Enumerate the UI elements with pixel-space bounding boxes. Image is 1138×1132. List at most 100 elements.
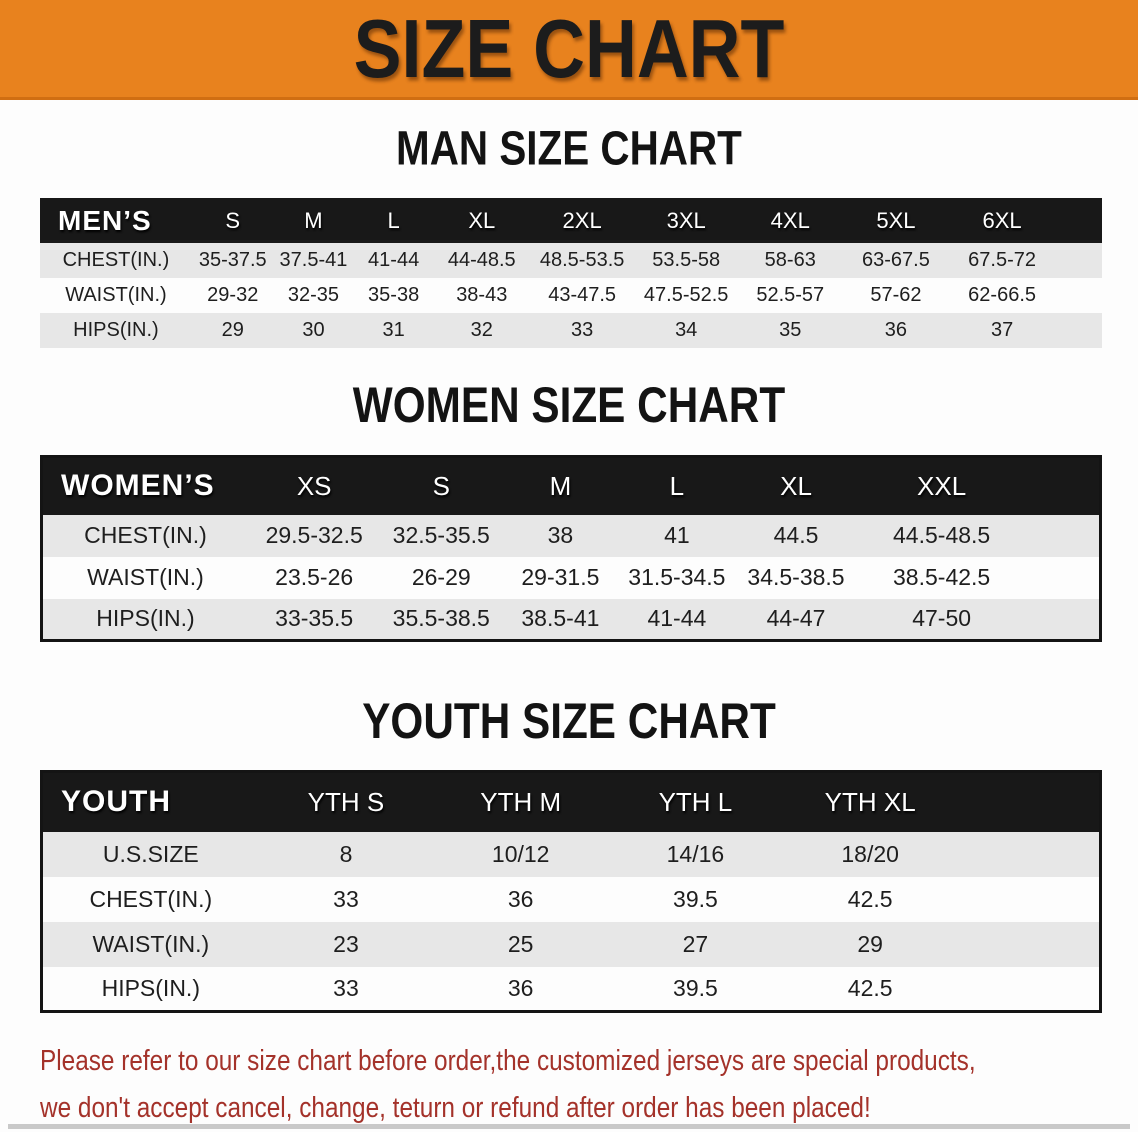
mens-size-table: MEN’S S M L XL 2XL 3XL 4XL 5XL 6XL CHEST… (40, 198, 1102, 348)
header-spacer (1055, 198, 1102, 243)
row-label: CHEST(IN.) (40, 243, 192, 278)
row-label: WAIST(IN.) (40, 278, 192, 313)
table-cell: 33 (258, 876, 434, 922)
table-cell: 38.5-41 (502, 598, 619, 641)
table-cell: 32 (433, 313, 530, 348)
table-row: WAIST(IN.) 23.5-26 26-29 29-31.5 31.5-34… (41, 556, 1101, 599)
table-cell: 29-32 (191, 278, 274, 313)
cell-spacer (1055, 243, 1102, 278)
table-header-row: YOUTH YTH S YTH M YTH L YTH XL (41, 771, 1101, 832)
column-header: 3XL (634, 198, 738, 243)
header-spacer (957, 771, 1101, 832)
table-cell: 26-29 (380, 556, 503, 599)
table-cell: 42.5 (782, 876, 958, 922)
table-row: WAIST(IN.) 29-32 32-35 35-38 38-43 43-47… (40, 278, 1102, 313)
youth-section-title: YOUTH SIZE CHART (0, 691, 1138, 750)
cell-spacer (1055, 313, 1102, 348)
column-header: 5XL (842, 198, 949, 243)
cell-spacer (957, 921, 1101, 967)
table-corner-label: MEN’S (40, 198, 192, 243)
table-cell: 29 (191, 313, 274, 348)
table-cell: 31 (353, 313, 434, 348)
header-spacer (1026, 456, 1101, 515)
table-cell: 10/12 (433, 831, 609, 877)
table-cell: 29-31.5 (502, 556, 619, 599)
table-cell: 14/16 (608, 831, 783, 877)
table-cell: 18/20 (782, 831, 958, 877)
table-cell: 8 (258, 831, 434, 877)
table-cell: 44-48.5 (433, 243, 530, 278)
row-label: HIPS(IN.) (41, 598, 248, 641)
table-cell: 35-37.5 (191, 243, 274, 278)
table-cell: 31.5-34.5 (618, 556, 736, 599)
column-header: XXL (856, 456, 1027, 515)
row-label: CHEST(IN.) (41, 876, 259, 922)
table-corner-label: WOMEN’S (41, 456, 248, 515)
table-cell: 32-35 (273, 278, 354, 313)
cell-spacer (1026, 598, 1101, 641)
row-label: WAIST(IN.) (41, 556, 248, 599)
cell-spacer (1026, 556, 1101, 599)
cell-spacer (1055, 278, 1102, 313)
table-row: CHEST(IN.) 29.5-32.5 32.5-35.5 38 41 44.… (41, 514, 1101, 557)
cell-spacer (957, 831, 1101, 877)
table-cell: 37.5-41 (273, 243, 354, 278)
table-cell: 48.5-53.5 (529, 243, 635, 278)
table-row: HIPS(IN.) 33-35.5 35.5-38.5 38.5-41 41-4… (41, 598, 1101, 641)
table-cell: 25 (433, 921, 609, 967)
table-cell: 39.5 (608, 876, 783, 922)
table-cell: 41 (618, 514, 736, 557)
table-row: CHEST(IN.) 35-37.5 37.5-41 41-44 44-48.5… (40, 243, 1102, 278)
column-header: 6XL (949, 198, 1056, 243)
table-cell: 42.5 (782, 966, 958, 1012)
table-cell: 38.5-42.5 (856, 556, 1027, 599)
row-label: HIPS(IN.) (41, 966, 259, 1012)
table-cell: 41-44 (353, 243, 434, 278)
table-cell: 35.5-38.5 (380, 598, 503, 641)
column-header: XL (433, 198, 530, 243)
column-header: M (502, 456, 619, 515)
table-cell: 32.5-35.5 (380, 514, 503, 557)
table-cell: 33 (529, 313, 635, 348)
table-cell: 44-47 (735, 598, 857, 641)
women-section-title: WOMEN SIZE CHART (0, 375, 1138, 434)
table-header-row: WOMEN’S XS S M L XL XXL (41, 456, 1101, 515)
column-header: YTH S (258, 771, 434, 832)
table-cell: 44.5-48.5 (856, 514, 1027, 557)
table-cell: 37 (949, 313, 1056, 348)
column-header: 2XL (529, 198, 635, 243)
table-cell: 43-47.5 (529, 278, 635, 313)
table-cell: 53.5-58 (634, 243, 738, 278)
row-label: HIPS(IN.) (40, 313, 192, 348)
banner-title: SIZE CHART (353, 1, 785, 95)
table-cell: 57-62 (842, 278, 949, 313)
womens-size-table: WOMEN’S XS S M L XL XXL CHEST(IN.) 29.5-… (40, 455, 1102, 642)
women-section-title-text: WOMEN SIZE CHART (352, 375, 786, 434)
cell-spacer (957, 876, 1101, 922)
table-cell: 63-67.5 (842, 243, 949, 278)
column-header: YTH L (608, 771, 783, 832)
table-cell: 27 (608, 921, 783, 967)
column-header: XL (735, 456, 857, 515)
column-header: YTH XL (782, 771, 958, 832)
table-cell: 29 (782, 921, 958, 967)
table-cell: 39.5 (608, 966, 783, 1012)
table-cell: 34.5-38.5 (735, 556, 857, 599)
row-label: CHEST(IN.) (41, 514, 248, 557)
table-cell: 38 (502, 514, 619, 557)
table-cell: 35-38 (353, 278, 434, 313)
table-corner-label: YOUTH (41, 771, 259, 832)
table-cell: 67.5-72 (949, 243, 1056, 278)
table-row: U.S.SIZE 8 10/12 14/16 18/20 (41, 831, 1101, 877)
youth-section-title-text: YOUTH SIZE CHART (362, 691, 776, 750)
man-section-title-text: MAN SIZE CHART (396, 122, 742, 176)
table-cell: 41-44 (618, 598, 736, 641)
column-header: S (191, 198, 274, 243)
row-label: U.S.SIZE (41, 831, 259, 877)
banner: SIZE CHART (0, 0, 1138, 100)
cell-spacer (1026, 514, 1101, 557)
column-header: L (618, 456, 736, 515)
row-label: WAIST(IN.) (41, 921, 259, 967)
table-cell: 35 (737, 313, 843, 348)
